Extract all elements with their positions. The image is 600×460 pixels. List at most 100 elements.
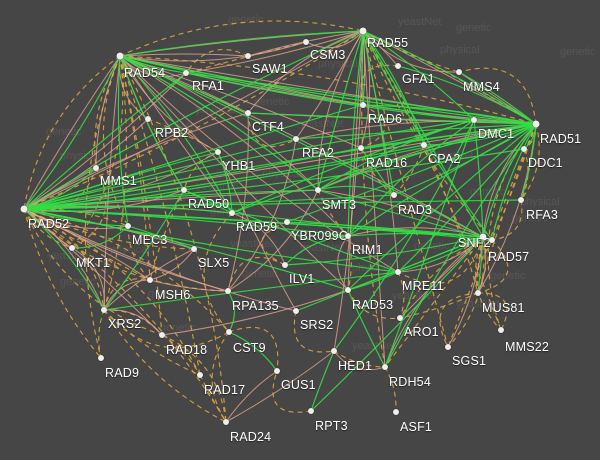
node-dot-icon[interactable] (245, 110, 251, 116)
node-dot-icon[interactable] (456, 69, 462, 75)
node-dot-icon[interactable] (391, 192, 397, 198)
node-dot-icon[interactable] (274, 368, 280, 374)
edge-genetic (211, 331, 230, 423)
node-dot-icon[interactable] (229, 210, 235, 216)
node-label-mms22: MMS22 (505, 340, 550, 354)
node-label-rad18: RAD18 (166, 343, 208, 357)
edge-yeastNet (362, 30, 395, 196)
edge-physical (231, 212, 286, 266)
edge-yeastNet (317, 123, 537, 191)
node-dot-icon[interactable] (147, 277, 153, 283)
node-dot-icon[interactable] (345, 287, 351, 293)
edge-yeastNet (103, 271, 399, 311)
node-dot-icon[interactable] (359, 27, 367, 35)
node-dot-icon[interactable] (293, 136, 299, 142)
edge-yeastNet (23, 138, 297, 210)
node-label-rad16: RAD16 (366, 156, 408, 170)
edge-yeastNet (183, 189, 233, 214)
node-dot-icon[interactable] (475, 290, 481, 296)
node-dot-icon[interactable] (397, 315, 403, 321)
edge-genetic (272, 370, 312, 413)
node-dot-icon[interactable] (69, 245, 75, 251)
node-dot-icon[interactable] (245, 53, 251, 59)
node-dot-icon[interactable] (282, 262, 288, 268)
node-dot-icon[interactable] (308, 408, 314, 414)
edge-physical (23, 208, 297, 312)
node-label-snf2: SNF2 (458, 236, 491, 250)
node-dot-icon[interactable] (360, 102, 366, 108)
edge-yeastNet (23, 148, 525, 210)
node-dot-icon[interactable] (197, 372, 203, 378)
node-dot-icon[interactable] (345, 233, 351, 239)
node-dot-icon[interactable] (303, 39, 309, 45)
node-dot-icon[interactable] (116, 52, 124, 60)
node-dot-icon[interactable] (532, 120, 540, 128)
node-dot-icon[interactable] (226, 329, 232, 335)
edge-physical (333, 350, 386, 371)
edge-yeastNet (103, 189, 185, 311)
node-dot-icon[interactable] (183, 70, 189, 76)
edge-yeastNet (362, 30, 475, 121)
node-dot-icon[interactable] (479, 233, 487, 241)
node-dot-icon[interactable] (518, 197, 524, 203)
node-dot-icon[interactable] (489, 237, 495, 243)
node-dot-icon[interactable] (498, 327, 504, 333)
node-dot-icon[interactable] (159, 332, 165, 338)
node-dot-icon[interactable] (445, 344, 451, 350)
node-dot-icon[interactable] (145, 116, 151, 122)
node-dot-icon[interactable] (225, 288, 231, 294)
node-label-srs2: SRS2 (300, 318, 334, 332)
node-label-gus1: GUS1 (281, 378, 316, 392)
node-dot-icon[interactable] (393, 409, 399, 415)
node-dot-icon[interactable] (358, 145, 364, 151)
node-label-rfa3: RFA3 (526, 208, 559, 222)
edge-yeastNet (23, 208, 105, 311)
node-dot-icon[interactable] (215, 149, 221, 155)
edge-yeastNet (185, 72, 537, 125)
node-dot-icon[interactable] (293, 308, 299, 314)
edge-yeastNet (362, 30, 484, 238)
node-dot-icon[interactable] (181, 187, 187, 193)
node-label-rad17: RAD17 (204, 383, 246, 397)
node-dot-icon[interactable] (521, 146, 527, 152)
node-dot-icon[interactable] (223, 419, 229, 425)
node-dot-icon[interactable] (125, 223, 131, 229)
node-label-rad59: RAD59 (236, 220, 278, 234)
edge-yeastNet (217, 151, 233, 214)
edge-physical (71, 247, 105, 311)
node-dot-icon[interactable] (98, 355, 104, 361)
node-dot-icon[interactable] (20, 205, 28, 213)
edge-yeastNet (23, 167, 97, 210)
node-dot-icon[interactable] (395, 269, 401, 275)
node-label-sgs1: SGS1 (452, 354, 487, 368)
node-dot-icon[interactable] (331, 348, 337, 354)
node-dot-icon[interactable] (191, 246, 197, 252)
edge-genetic (119, 55, 227, 423)
node-dot-icon[interactable] (93, 165, 99, 171)
node-label-rad52: RAD52 (28, 217, 70, 231)
node-dot-icon[interactable] (395, 63, 401, 69)
edge-yeastNet (185, 72, 475, 121)
edge-yeastNet (119, 30, 364, 57)
edge-yeastNet (310, 350, 335, 412)
edge-physical (119, 41, 307, 62)
edge-genetic (185, 49, 249, 74)
edge-genetic (23, 208, 151, 281)
edge-yeastNet (227, 290, 235, 333)
edge-genetic (360, 147, 395, 196)
node-dot-icon[interactable] (382, 364, 388, 370)
node-label-ybr099c: YBR099C (291, 229, 348, 243)
edge-physical (149, 248, 195, 281)
node-dot-icon[interactable] (284, 219, 290, 225)
edge-genetic (23, 55, 121, 210)
node-dot-icon[interactable] (421, 142, 427, 148)
node-dot-icon[interactable] (315, 187, 321, 193)
node-dot-icon[interactable] (471, 117, 477, 123)
node-label-rad9: RAD9 (105, 366, 140, 380)
edge-yeastNet (295, 236, 484, 312)
edges-yeastnet (23, 30, 537, 412)
node-dot-icon[interactable] (101, 307, 107, 313)
